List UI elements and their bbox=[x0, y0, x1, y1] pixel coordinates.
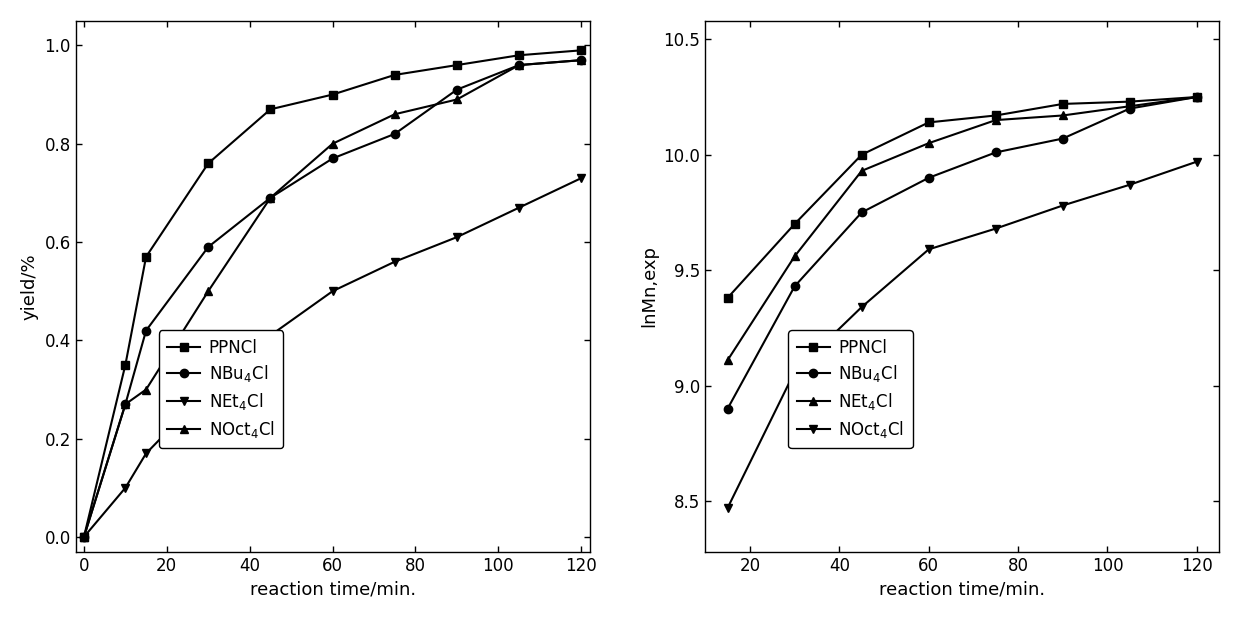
NBu$_4$Cl bbox=[921, 174, 936, 181]
NEt$_4$Cl bbox=[512, 204, 527, 211]
NOct$_4$Cl bbox=[325, 140, 340, 147]
PPNCl bbox=[787, 220, 802, 228]
Y-axis label: yield/%: yield/% bbox=[21, 253, 38, 319]
NEt$_4$Cl bbox=[787, 253, 802, 260]
PPNCl bbox=[387, 71, 402, 79]
NBu$_4$Cl bbox=[387, 130, 402, 137]
NOct$_4$Cl bbox=[139, 386, 154, 393]
PPNCl bbox=[1189, 93, 1204, 101]
NEt$_4$Cl bbox=[1055, 112, 1070, 119]
NOct$_4$Cl bbox=[1055, 202, 1070, 209]
NEt$_4$Cl bbox=[387, 258, 402, 266]
PPNCl bbox=[77, 534, 92, 541]
NOct$_4$Cl bbox=[263, 194, 278, 202]
NEt$_4$Cl bbox=[118, 484, 133, 491]
NBu$_4$Cl bbox=[201, 243, 216, 251]
Line: NEt$_4$Cl: NEt$_4$Cl bbox=[723, 93, 1202, 365]
NBu$_4$Cl bbox=[787, 283, 802, 290]
Line: NOct$_4$Cl: NOct$_4$Cl bbox=[723, 157, 1202, 512]
NEt$_4$Cl bbox=[325, 287, 340, 295]
NOct$_4$Cl bbox=[1189, 158, 1204, 165]
PPNCl bbox=[720, 294, 735, 301]
PPNCl bbox=[854, 151, 869, 158]
NEt$_4$Cl bbox=[574, 175, 589, 182]
NOct$_4$Cl bbox=[387, 111, 402, 118]
NBu$_4$Cl bbox=[1055, 135, 1070, 142]
NEt$_4$Cl bbox=[988, 116, 1003, 124]
NOct$_4$Cl bbox=[201, 287, 216, 295]
NEt$_4$Cl bbox=[201, 386, 216, 393]
NBu$_4$Cl bbox=[512, 61, 527, 69]
PPNCl bbox=[512, 51, 527, 59]
NBu$_4$Cl bbox=[574, 56, 589, 64]
NBu$_4$Cl bbox=[77, 534, 92, 541]
PPNCl bbox=[1122, 98, 1137, 105]
PPNCl bbox=[263, 106, 278, 113]
NBu$_4$Cl bbox=[988, 149, 1003, 156]
Legend: PPNCl, NBu$_4$Cl, NEt$_4$Cl, NOct$_4$Cl: PPNCl, NBu$_4$Cl, NEt$_4$Cl, NOct$_4$Cl bbox=[789, 330, 913, 448]
NEt$_4$Cl bbox=[1122, 103, 1137, 110]
NOct$_4$Cl bbox=[720, 504, 735, 512]
NOct$_4$Cl bbox=[921, 246, 936, 253]
NBu$_4$Cl bbox=[325, 155, 340, 162]
X-axis label: reaction time/min.: reaction time/min. bbox=[879, 580, 1045, 598]
NOct$_4$Cl bbox=[574, 56, 589, 64]
Line: PPNCl: PPNCl bbox=[79, 46, 585, 541]
PPNCl bbox=[325, 91, 340, 98]
PPNCl bbox=[921, 119, 936, 126]
NOct$_4$Cl bbox=[854, 303, 869, 311]
NEt$_4$Cl bbox=[139, 450, 154, 457]
NOct$_4$Cl bbox=[512, 61, 527, 69]
PPNCl bbox=[139, 253, 154, 261]
NOct$_4$Cl bbox=[77, 534, 92, 541]
PPNCl bbox=[574, 46, 589, 54]
NBu$_4$Cl bbox=[854, 209, 869, 216]
NBu$_4$Cl bbox=[1189, 93, 1204, 101]
NEt$_4$Cl bbox=[77, 534, 92, 541]
X-axis label: reaction time/min.: reaction time/min. bbox=[249, 580, 415, 598]
NEt$_4$Cl bbox=[449, 233, 464, 241]
Line: PPNCl: PPNCl bbox=[723, 93, 1202, 302]
NBu$_4$Cl bbox=[118, 400, 133, 408]
Line: NBu$_4$Cl: NBu$_4$Cl bbox=[79, 56, 585, 541]
NBu$_4$Cl bbox=[263, 194, 278, 202]
Y-axis label: lnMn,exp: lnMn,exp bbox=[640, 245, 658, 327]
NEt$_4$Cl bbox=[854, 167, 869, 175]
NOct$_4$Cl bbox=[449, 96, 464, 103]
PPNCl bbox=[1055, 100, 1070, 108]
NOct$_4$Cl bbox=[988, 225, 1003, 232]
Legend: PPNCl, NBu$_4$Cl, NEt$_4$Cl, NOct$_4$Cl: PPNCl, NBu$_4$Cl, NEt$_4$Cl, NOct$_4$Cl bbox=[159, 330, 283, 448]
NEt$_4$Cl bbox=[1189, 93, 1204, 101]
Line: NEt$_4$Cl: NEt$_4$Cl bbox=[79, 174, 585, 541]
NEt$_4$Cl bbox=[921, 139, 936, 147]
PPNCl bbox=[201, 160, 216, 167]
NOct$_4$Cl bbox=[1122, 181, 1137, 188]
Line: NOct$_4$Cl: NOct$_4$Cl bbox=[79, 56, 585, 541]
Line: NBu$_4$Cl: NBu$_4$Cl bbox=[723, 93, 1202, 413]
NEt$_4$Cl bbox=[720, 357, 735, 364]
NBu$_4$Cl bbox=[1122, 105, 1137, 112]
PPNCl bbox=[118, 361, 133, 369]
NEt$_4$Cl bbox=[263, 332, 278, 339]
PPNCl bbox=[449, 61, 464, 69]
PPNCl bbox=[988, 112, 1003, 119]
NBu$_4$Cl bbox=[449, 86, 464, 93]
NOct$_4$Cl bbox=[787, 368, 802, 375]
NBu$_4$Cl bbox=[139, 327, 154, 334]
NOct$_4$Cl bbox=[118, 400, 133, 408]
NBu$_4$Cl bbox=[720, 405, 735, 412]
